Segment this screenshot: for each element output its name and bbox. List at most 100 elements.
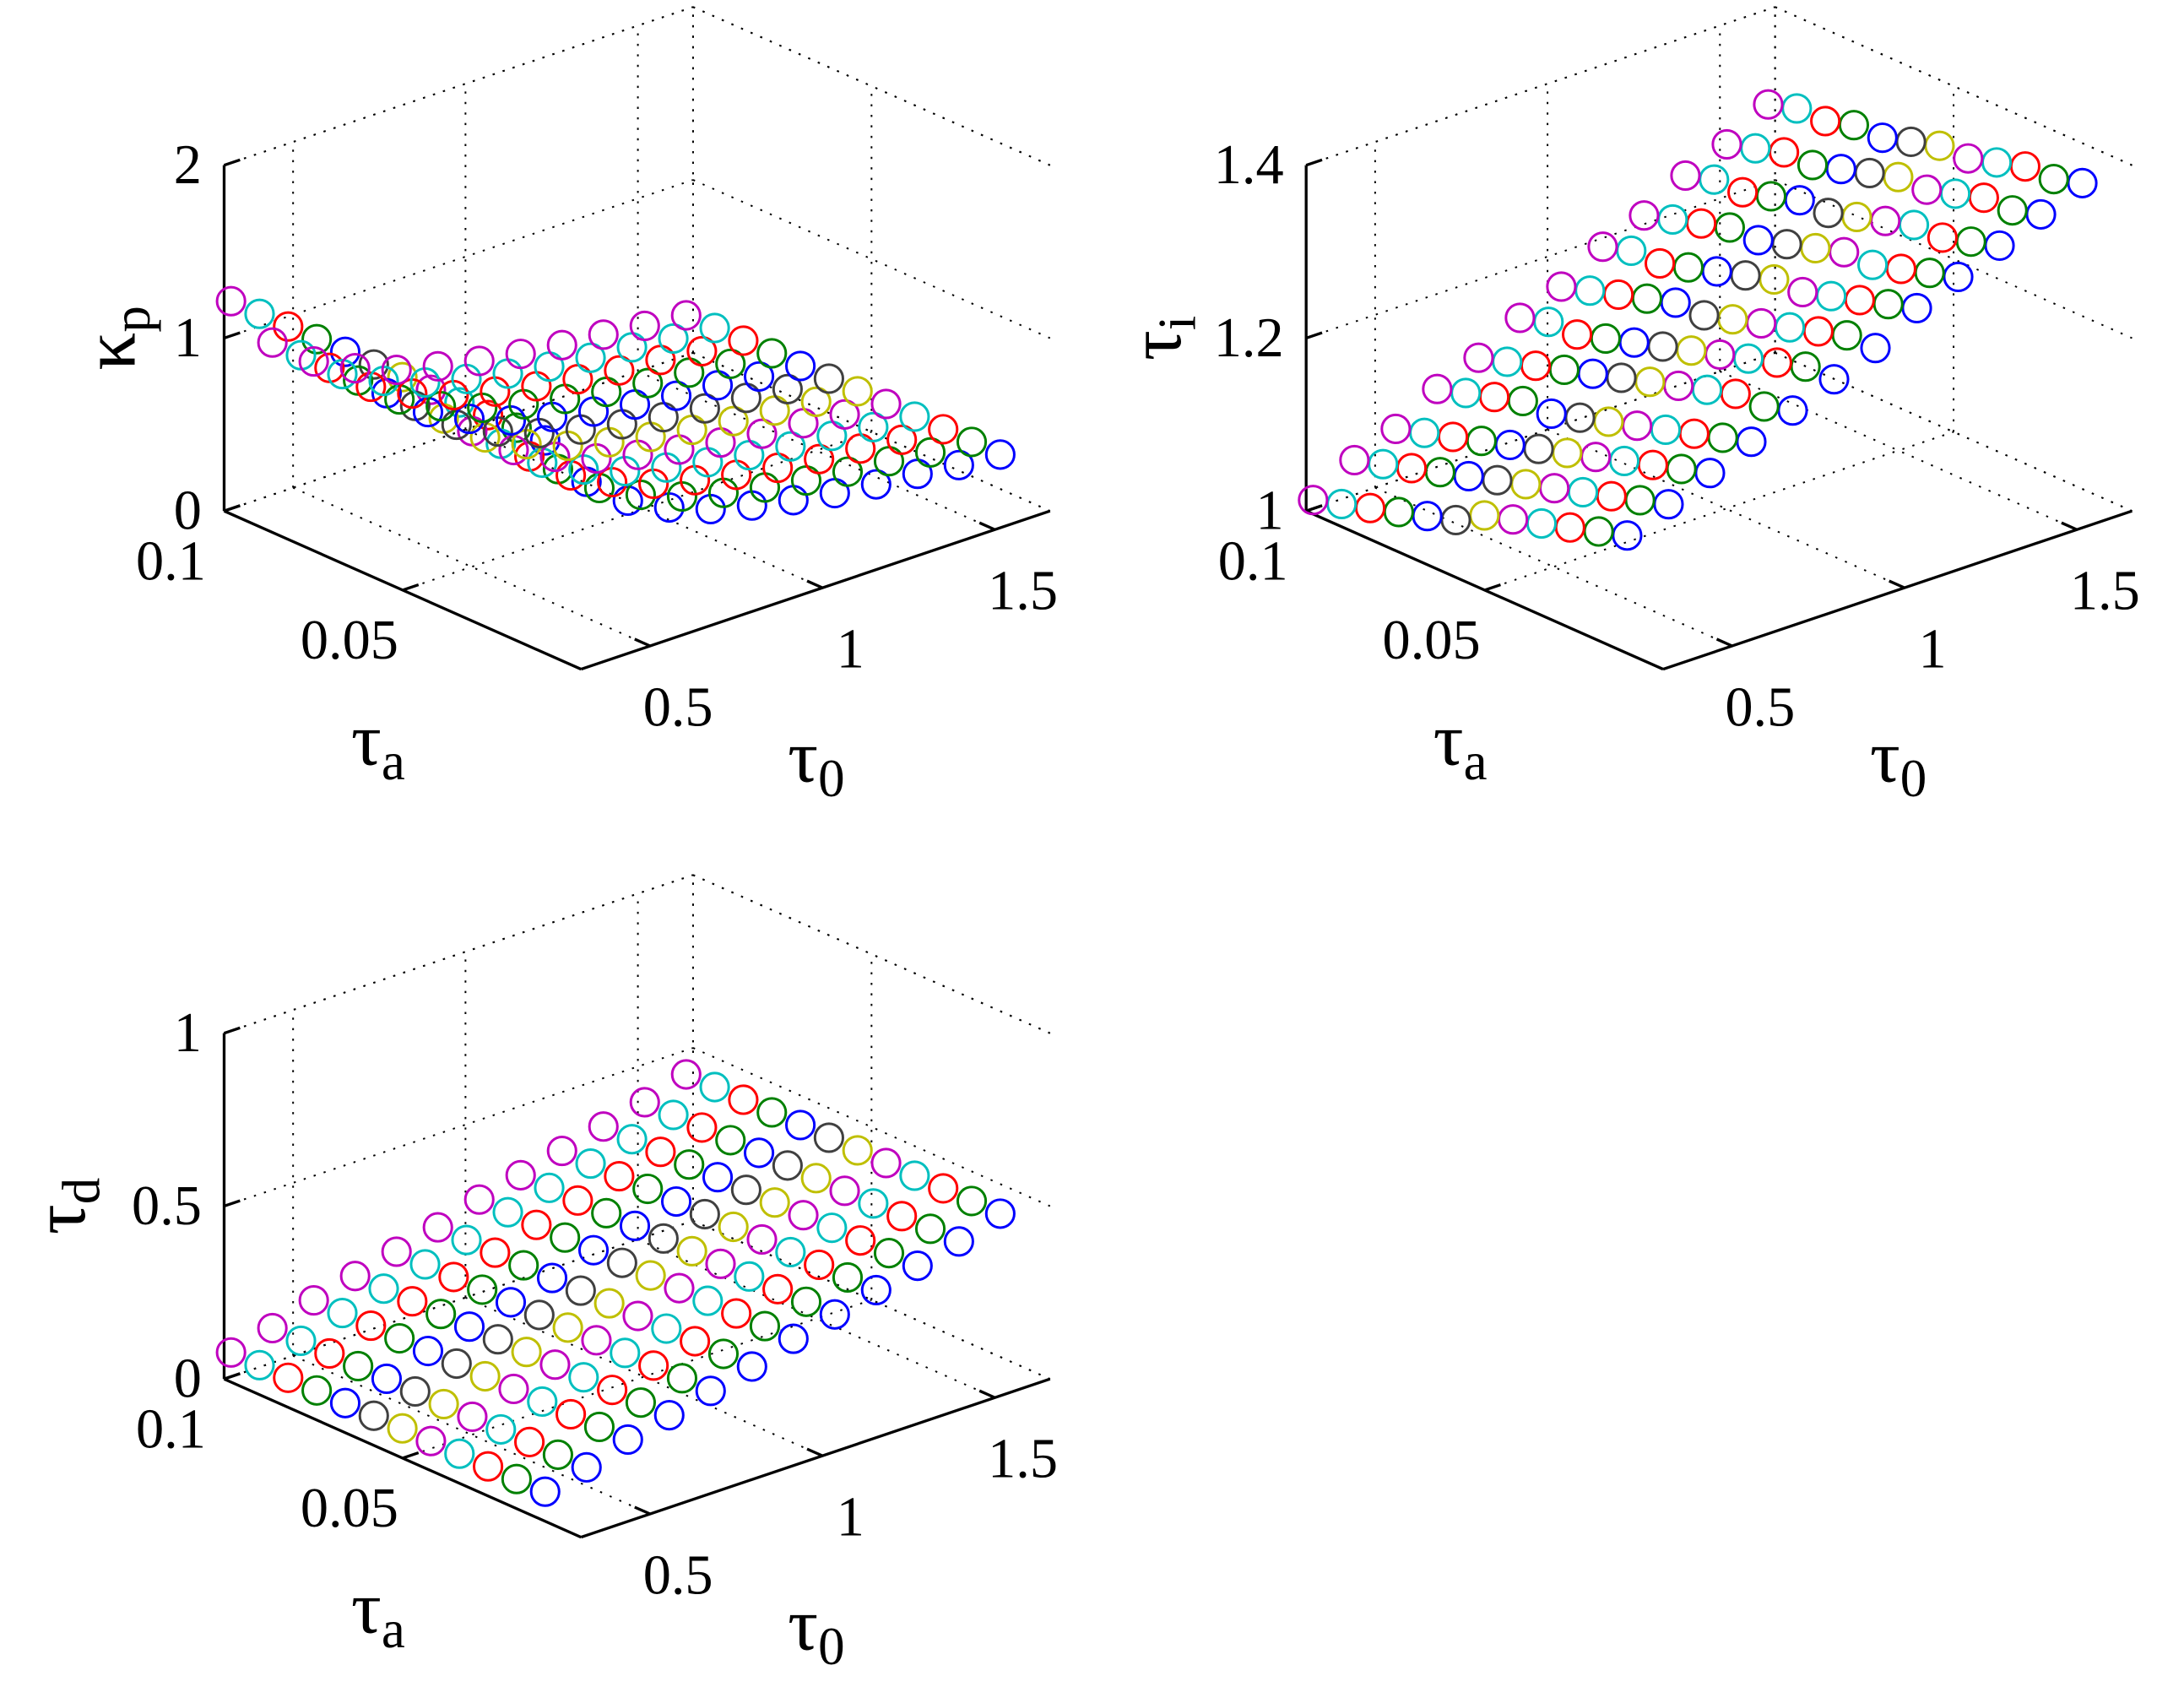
data-point xyxy=(928,1173,959,1204)
data-point xyxy=(730,1174,761,1206)
data-point xyxy=(785,1109,816,1141)
data-point xyxy=(1657,203,1688,236)
x-axis-label: τ0 xyxy=(788,1582,844,1676)
data-point xyxy=(329,1387,361,1418)
data-point xyxy=(702,370,734,401)
data-point xyxy=(610,1337,641,1369)
y-tick-label: 0.1 xyxy=(136,1398,206,1460)
grid-line xyxy=(1775,6,2133,166)
data-point xyxy=(676,415,707,446)
data-point xyxy=(492,1196,523,1228)
data-point xyxy=(616,332,648,363)
data-point xyxy=(521,1209,552,1240)
data-point xyxy=(632,1173,664,1205)
z-tick-label: 1 xyxy=(174,307,202,369)
data-point xyxy=(664,1272,695,1304)
data-point xyxy=(658,323,689,354)
data-point xyxy=(759,1187,790,1218)
data-point xyxy=(1815,280,1847,312)
y-tick-label: 0.05 xyxy=(301,610,398,671)
data-point xyxy=(505,339,536,370)
data-point xyxy=(343,1350,374,1382)
z-axis-label-sub: i xyxy=(1148,316,1207,331)
y-axis-label: τa xyxy=(351,1565,405,1659)
data-point xyxy=(1612,520,1643,551)
x-axis xyxy=(1662,509,2133,671)
data-point xyxy=(1583,516,1614,547)
data-point xyxy=(648,402,679,433)
data-point xyxy=(1574,275,1606,306)
data-point xyxy=(1492,346,1523,377)
data-point xyxy=(273,311,304,342)
data-point xyxy=(622,1300,653,1332)
data-point xyxy=(984,1198,1016,1229)
data-point xyxy=(1997,195,2028,226)
data-point xyxy=(1759,263,1790,296)
data-point xyxy=(591,377,622,408)
data-point xyxy=(298,346,329,377)
data-point xyxy=(244,1349,275,1381)
data-point xyxy=(298,1284,329,1316)
grid-line xyxy=(637,370,995,531)
data-point xyxy=(1901,292,1932,323)
data-point xyxy=(1746,307,1777,339)
data-point xyxy=(1567,476,1599,508)
data-point xyxy=(1631,283,1662,314)
data-point xyxy=(832,456,864,487)
data-point xyxy=(886,424,918,455)
data-point xyxy=(381,354,412,386)
data-point xyxy=(1409,417,1440,448)
data-point xyxy=(1898,209,1930,241)
data-point xyxy=(1825,154,1856,185)
data-point xyxy=(1707,422,1738,453)
data-point xyxy=(546,1135,577,1167)
data-point xyxy=(1740,133,1771,164)
data-point xyxy=(571,1451,602,1483)
data-point xyxy=(743,1137,775,1169)
data-point xyxy=(480,1237,511,1268)
data-point xyxy=(1504,302,1536,334)
data-point xyxy=(485,1413,517,1445)
data-point xyxy=(1818,364,1850,395)
data-point xyxy=(1797,149,1829,181)
data-point xyxy=(539,1349,571,1381)
data-point xyxy=(314,1337,345,1370)
data-point xyxy=(788,1200,819,1231)
data-point xyxy=(1867,122,1898,154)
data-point xyxy=(355,1310,387,1342)
data-point xyxy=(612,1424,643,1456)
z-tick-label: 0 xyxy=(174,480,202,542)
data-point xyxy=(473,399,504,431)
grid-line xyxy=(224,1047,694,1207)
data-point xyxy=(956,426,988,458)
data-point xyxy=(670,300,702,331)
data-point xyxy=(451,1224,482,1256)
data-point xyxy=(215,285,247,317)
data-point xyxy=(660,380,692,411)
data-point xyxy=(387,1413,418,1444)
data-point xyxy=(1711,128,1742,160)
z-tick-label: 0 xyxy=(174,1348,202,1410)
data-point xyxy=(842,1135,873,1166)
x-axis-label-sub: 0 xyxy=(818,749,844,808)
data-point xyxy=(575,1147,606,1180)
data-point xyxy=(692,1285,723,1316)
x-tick xyxy=(978,1389,996,1399)
data-point xyxy=(715,348,746,379)
data-point xyxy=(699,312,730,344)
data-point xyxy=(676,1235,707,1267)
data-point xyxy=(670,1059,702,1090)
data-point xyxy=(902,458,933,490)
data-point xyxy=(588,1111,619,1142)
data-point xyxy=(583,1411,615,1443)
data-point xyxy=(1774,312,1806,343)
data-point xyxy=(686,1112,718,1143)
data-point xyxy=(422,350,453,382)
data-point xyxy=(565,1275,596,1306)
data-point xyxy=(562,364,593,395)
data-point xyxy=(674,1149,705,1180)
data-point xyxy=(1753,89,1784,120)
data-point xyxy=(399,1375,431,1407)
data-point xyxy=(1637,449,1668,480)
